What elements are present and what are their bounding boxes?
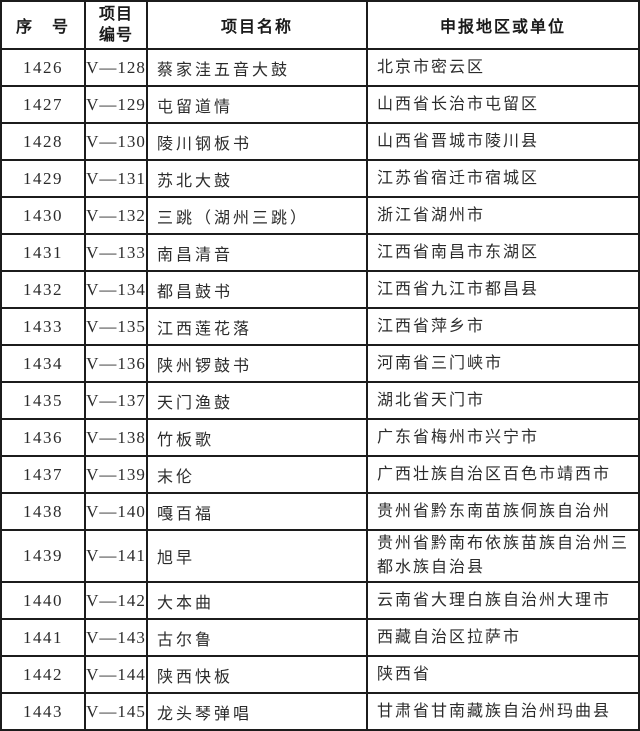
- project-name-cell: 陕西快板: [148, 657, 366, 692]
- serial-number-cell: 1443: [2, 694, 84, 729]
- serial-number-cell: 1428: [2, 124, 84, 159]
- project-code-cell: V—144: [86, 657, 146, 692]
- declaring-region-cell: 甘肃省甘南藏族自治州玛曲县: [368, 694, 638, 729]
- serial-number-cell: 1434: [2, 346, 84, 381]
- serial-number-cell: 1430: [2, 198, 84, 233]
- project-name-cell: 嘎百福: [148, 494, 366, 529]
- declaring-region-cell: 北京市密云区: [368, 50, 638, 85]
- declaring-region-cell: 广西壮族自治区百色市靖西市: [368, 457, 638, 492]
- serial-number-cell: 1435: [2, 383, 84, 418]
- serial-number-cell: 1438: [2, 494, 84, 529]
- declaring-region-cell: 西藏自治区拉萨市: [368, 620, 638, 655]
- project-code-cell: V—133: [86, 235, 146, 270]
- declaring-region-cell: 山西省长治市屯留区: [368, 87, 638, 122]
- project-name-cell: 大本曲: [148, 583, 366, 618]
- project-code-cell: V—130: [86, 124, 146, 159]
- project-code-cell: V—139: [86, 457, 146, 492]
- project-code-cell: V—138: [86, 420, 146, 455]
- serial-number-cell: 1427: [2, 87, 84, 122]
- serial-number-cell: 1426: [2, 50, 84, 85]
- header-declaring-region: 申报地区或单位: [368, 2, 638, 48]
- project-code-cell: V—128: [86, 50, 146, 85]
- project-code-cell: V—131: [86, 161, 146, 196]
- project-code-cell: V—136: [86, 346, 146, 381]
- declaring-region-cell: 江苏省宿迁市宿城区: [368, 161, 638, 196]
- serial-number-cell: 1437: [2, 457, 84, 492]
- declaring-region-cell: 江西省萍乡市: [368, 309, 638, 344]
- serial-number-cell: 1432: [2, 272, 84, 307]
- project-name-cell: 末伦: [148, 457, 366, 492]
- project-name-cell: 南昌清音: [148, 235, 366, 270]
- project-name-cell: 屯留道情: [148, 87, 366, 122]
- project-code-cell: V—145: [86, 694, 146, 729]
- serial-number-cell: 1429: [2, 161, 84, 196]
- declaring-region-cell: 浙江省湖州市: [368, 198, 638, 233]
- declaring-region-cell: 贵州省黔东南苗族侗族自治州: [368, 494, 638, 529]
- declaring-region-cell: 山西省晋城市陵川县: [368, 124, 638, 159]
- project-code-cell: V—143: [86, 620, 146, 655]
- declaring-region-cell: 河南省三门峡市: [368, 346, 638, 381]
- serial-number-cell: 1436: [2, 420, 84, 455]
- project-code-cell: V—140: [86, 494, 146, 529]
- declaring-region-cell: 江西省九江市都昌县: [368, 272, 638, 307]
- project-name-cell: 陵川钢板书: [148, 124, 366, 159]
- declaring-region-cell: 江西省南昌市东湖区: [368, 235, 638, 270]
- serial-number-cell: 1433: [2, 309, 84, 344]
- declaring-region-cell: 广东省梅州市兴宁市: [368, 420, 638, 455]
- project-name-cell: 三跳（湖州三跳）: [148, 198, 366, 233]
- project-name-cell: 古尔鲁: [148, 620, 366, 655]
- project-name-cell: 天门渔鼓: [148, 383, 366, 418]
- serial-number-cell: 1440: [2, 583, 84, 618]
- project-name-cell: 陕州锣鼓书: [148, 346, 366, 381]
- serial-number-cell: 1431: [2, 235, 84, 270]
- declaring-region-cell: 云南省大理白族自治州大理市: [368, 583, 638, 618]
- project-name-cell: 龙头琴弹唱: [148, 694, 366, 729]
- serial-number-cell: 1439: [2, 531, 84, 581]
- declaring-region-cell: 湖北省天门市: [368, 383, 638, 418]
- project-code-cell: V—129: [86, 87, 146, 122]
- project-code-cell: V—137: [86, 383, 146, 418]
- project-name-cell: 江西莲花落: [148, 309, 366, 344]
- header-project-name: 项目名称: [148, 2, 366, 48]
- project-name-cell: 蔡家洼五音大鼓: [148, 50, 366, 85]
- project-name-cell: 竹板歌: [148, 420, 366, 455]
- project-code-cell: V—132: [86, 198, 146, 233]
- declaring-region-cell: 贵州省黔南布依族苗族自治州三都水族自治县: [368, 531, 638, 581]
- serial-number-cell: 1442: [2, 657, 84, 692]
- project-code-cell: V—141: [86, 531, 146, 581]
- header-project-code: 项目 编号: [86, 2, 146, 48]
- project-code-cell: V—134: [86, 272, 146, 307]
- project-code-cell: V—135: [86, 309, 146, 344]
- project-code-cell: V—142: [86, 583, 146, 618]
- project-name-cell: 苏北大鼓: [148, 161, 366, 196]
- project-name-cell: 旭早: [148, 531, 366, 581]
- header-serial-number: 序 号: [2, 2, 84, 48]
- serial-number-cell: 1441: [2, 620, 84, 655]
- declaring-region-cell: 陕西省: [368, 657, 638, 692]
- project-name-cell: 都昌鼓书: [148, 272, 366, 307]
